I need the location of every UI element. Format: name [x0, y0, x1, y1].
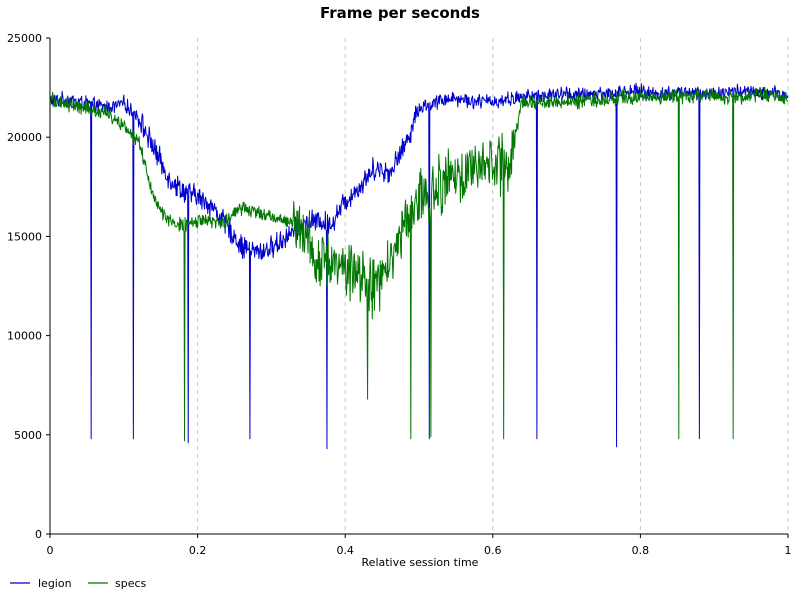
legend-label-specs: specs — [115, 577, 147, 590]
grid-lines — [197, 38, 789, 534]
y-tick-label: 0 — [35, 528, 42, 541]
legend: legion specs — [10, 577, 147, 590]
legend-label-legion: legion — [38, 577, 72, 590]
series-layer — [49, 82, 789, 450]
y-tick-label: 25000 — [7, 32, 42, 45]
y-tick-label: 5000 — [14, 429, 42, 442]
y-tick-label: 10000 — [7, 330, 42, 343]
y-tick-label: 20000 — [7, 131, 42, 144]
x-tick-label: 0.4 — [336, 544, 354, 557]
tick-labels: 0 0.2 0.4 0.6 0.8 1 0 5000 10000 15000 20000 25000 — [7, 32, 792, 557]
axes — [46, 37, 789, 538]
x-tick-label: 0 — [47, 544, 54, 557]
chart-title: Frame per seconds — [320, 4, 480, 22]
x-tick-label: 0.6 — [484, 544, 502, 557]
x-axis-title: Relative session time — [362, 556, 479, 569]
series-line-legion — [49, 82, 789, 450]
x-tick-label: 0.8 — [632, 544, 650, 557]
series-line-specs — [49, 86, 789, 442]
x-tick-label: 1 — [785, 544, 792, 557]
y-tick-label: 15000 — [7, 230, 42, 243]
x-tick-label: 0.2 — [189, 544, 207, 557]
